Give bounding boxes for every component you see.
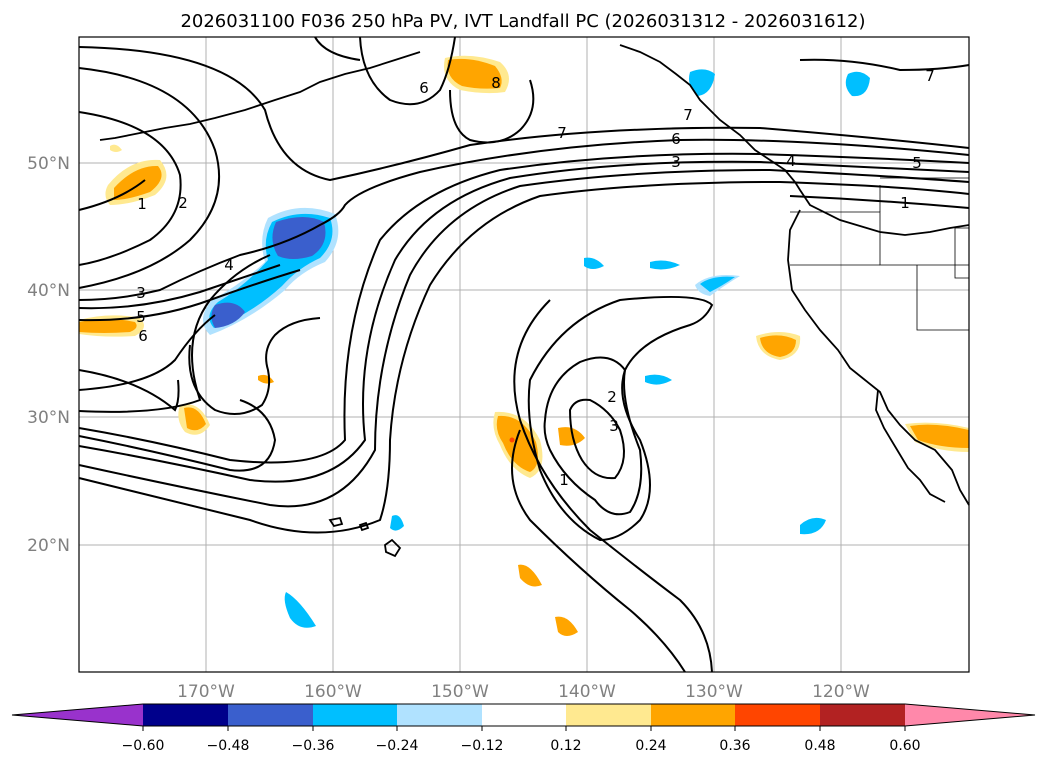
lon-label-160w: 160°W — [304, 682, 362, 702]
contour-label: 2 — [178, 194, 188, 212]
colorbar-tick-label: −0.24 — [376, 738, 419, 754]
contour-label: 7 — [925, 67, 935, 85]
lon-label-170w: 170°W — [177, 682, 235, 702]
colorbar-tick-label: 0.60 — [889, 738, 920, 754]
pv-contours — [78, 36, 970, 673]
colorbar-swatch — [820, 704, 905, 726]
colorbar-ticks — [142, 726, 906, 731]
colorbar-swatch — [566, 704, 651, 726]
contour-label: 3 — [609, 417, 619, 435]
colorbar-tick-label: −0.36 — [292, 738, 335, 754]
longitude-labels: 170°W 160°W 150°W 140°W 130°W 120°W — [177, 682, 870, 702]
colorbar-extend-max — [905, 704, 1035, 726]
lon-label-120w: 120°W — [812, 682, 870, 702]
colorbar-tick-label: 0.48 — [804, 738, 835, 754]
contour-label: 7 — [683, 106, 693, 124]
contour-label: 4 — [786, 152, 796, 170]
contour-label: 1 — [559, 471, 569, 489]
lon-label-150w: 150°W — [431, 682, 489, 702]
contour-label: 2 — [607, 388, 617, 406]
colorbar-swatch — [228, 704, 313, 726]
contour-labels: 7 6 8 7 6 3 4 5 1 1 2 4 3 5 6 2 3 1 7 — [136, 67, 935, 489]
lat-label-40n: 40°N — [27, 281, 70, 301]
colorbar-tick-label: 0.36 — [719, 738, 750, 754]
coastlines — [99, 44, 970, 558]
contour-label: 6 — [671, 130, 681, 148]
figure-title: 2026031100 F036 250 hPa PV, IVT Landfall… — [180, 11, 865, 32]
colorbar-swatch — [482, 704, 566, 726]
contour-label: 4 — [224, 256, 234, 274]
lat-label-30n: 30°N — [27, 408, 70, 428]
map-frame — [78, 36, 970, 673]
contour-label: 5 — [136, 308, 146, 326]
colorbar-tick-label: 0.12 — [550, 738, 581, 754]
lon-label-140w: 140°W — [558, 682, 616, 702]
political-borders — [790, 177, 970, 331]
lon-label-130w: 130°W — [685, 682, 743, 702]
lat-label-20n: 20°N — [27, 536, 70, 556]
contour-label: 1 — [137, 195, 147, 213]
contour-label: 6 — [419, 79, 429, 97]
colorbar: −0.60 −0.48 −0.36 −0.24 −0.12 0.12 0.24 … — [11, 703, 1036, 754]
map-panel: 7 6 8 7 6 3 4 5 1 1 2 4 3 5 6 2 3 1 7 — [78, 36, 970, 673]
colorbar-tick-label: −0.48 — [207, 738, 250, 754]
contour-label: 5 — [912, 154, 922, 172]
colorbar-swatch — [397, 704, 482, 726]
colorbar-tick-label: 0.24 — [635, 738, 666, 754]
contour-label: 6 — [138, 327, 148, 345]
contour-label: 1 — [900, 194, 910, 212]
colorbar-swatch — [143, 704, 228, 726]
colorbar-swatch — [735, 704, 820, 726]
positive-anomaly-shading — [79, 55, 969, 636]
colorbar-swatch — [651, 704, 735, 726]
latitude-labels: 20°N 30°N 40°N 50°N — [27, 154, 70, 556]
negative-anomaly-shading — [202, 69, 870, 628]
lat-label-50n: 50°N — [27, 154, 70, 174]
contour-label: 3 — [136, 284, 146, 302]
contour-label: 3 — [671, 153, 681, 171]
contour-label: 7 — [557, 124, 567, 142]
colorbar-tick-label: −0.60 — [122, 738, 165, 754]
contour-label: 8 — [491, 74, 501, 92]
colorbar-swatch — [313, 704, 397, 726]
colorbar-tick-label: −0.12 — [461, 738, 504, 754]
colorbar-extend-min — [12, 704, 143, 726]
